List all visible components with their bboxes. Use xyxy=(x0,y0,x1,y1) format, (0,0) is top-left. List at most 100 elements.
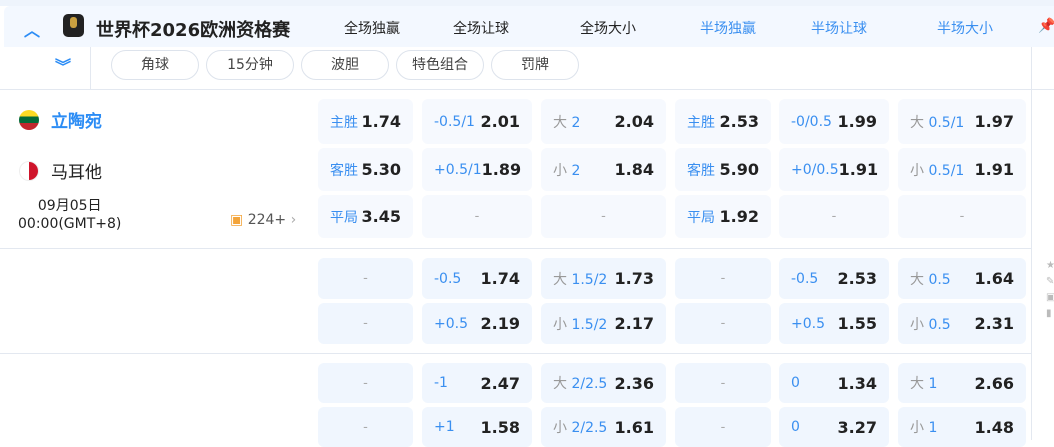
collapse-chevron-up-icon[interactable]: ︿ xyxy=(24,21,41,40)
empty-odds: - xyxy=(831,209,837,224)
odds-line: 客胜 xyxy=(687,162,715,179)
odds-value: 1.64 xyxy=(974,269,1014,288)
empty-odds: - xyxy=(959,209,965,224)
odds-value: 1.61 xyxy=(614,417,654,437)
odds-cell[interactable]: 小 0.5 2.31 xyxy=(898,303,1026,344)
odds-cell[interactable]: 大 2/2.5 2.36 xyxy=(541,363,666,403)
odds-label: 大 1 xyxy=(910,373,937,393)
odds-cell[interactable]: 主胜 2.53 xyxy=(675,99,771,144)
filter-specials[interactable]: 特色组合 xyxy=(396,50,484,80)
market-header-ft-1x2[interactable]: 全场独赢 xyxy=(344,21,400,37)
odds-label: +0.5 xyxy=(791,316,825,332)
odds-cell[interactable]: 小 2/2.5 1.61 xyxy=(541,407,666,447)
odds-cell[interactable]: - xyxy=(318,258,413,299)
odds-cell[interactable]: 0 3.27 xyxy=(779,407,889,447)
odds-line: -0.5 xyxy=(434,270,462,287)
odds-value: 2.53 xyxy=(719,112,759,131)
odds-line: 0.5/1 xyxy=(928,114,965,131)
odds-cell[interactable]: +0.5 1.55 xyxy=(779,303,889,344)
market-header-ht-handicap[interactable]: 半场让球 xyxy=(811,21,867,37)
odds-cell[interactable]: -0.5 1.74 xyxy=(422,258,532,299)
odds-label: 小 1 xyxy=(910,417,937,437)
odds-cell[interactable]: - xyxy=(318,363,413,403)
odds-label: 主胜 xyxy=(330,112,358,132)
filter-cards[interactable]: 罚牌 xyxy=(491,50,579,80)
odds-cell[interactable]: - xyxy=(675,363,771,403)
odds-value: 3.45 xyxy=(361,207,401,226)
home-team[interactable]: 立陶宛 xyxy=(19,107,102,132)
odds-cell[interactable]: -0.5/1 2.01 xyxy=(422,99,532,144)
odds-cell[interactable]: - xyxy=(541,195,666,238)
ou-prefix: 大 xyxy=(910,271,924,288)
empty-odds: - xyxy=(720,419,726,435)
malta-flag-icon xyxy=(19,160,39,181)
row-divider xyxy=(0,353,1031,354)
odds-label: 小 2/2.5 xyxy=(553,417,607,437)
odds-cell[interactable]: 客胜 5.90 xyxy=(675,148,771,191)
odds-line: 0.5 xyxy=(928,316,951,333)
ou-prefix: 大 xyxy=(553,376,567,392)
empty-odds: - xyxy=(720,375,726,391)
odds-cell[interactable]: 客胜 5.30 xyxy=(318,148,413,191)
odds-cell[interactable]: - xyxy=(675,258,771,299)
odds-cell[interactable]: 小 1.5/2 2.17 xyxy=(541,303,666,344)
odds-cell[interactable]: -1 2.47 xyxy=(422,363,532,403)
market-header-ht-ou[interactable]: 半场大小 xyxy=(937,21,993,37)
odds-cell[interactable]: 0 1.34 xyxy=(779,363,889,403)
ou-prefix: 大 xyxy=(553,114,567,131)
odds-line: 平局 xyxy=(687,209,715,226)
odds-cell[interactable]: - xyxy=(675,303,771,344)
pin-icon[interactable]: 📌 xyxy=(1038,18,1054,34)
chevron-right-icon: › xyxy=(290,212,297,228)
odds-cell[interactable]: +0.5 2.19 xyxy=(422,303,532,344)
odds-line: 2/2.5 xyxy=(571,376,608,392)
odds-value: 1.84 xyxy=(614,160,654,179)
odds-value: 1.55 xyxy=(837,314,877,333)
odds-value: 2.04 xyxy=(614,112,654,131)
more-markets-link[interactable]: ▣ 224+ › xyxy=(230,212,296,228)
odds-cell[interactable]: +1 1.58 xyxy=(422,407,532,447)
odds-cell[interactable]: 小 1 1.48 xyxy=(898,407,1026,447)
odds-cell[interactable]: +0/0.5 1.91 xyxy=(779,148,889,191)
odds-cell[interactable]: 大 0.5/1 1.97 xyxy=(898,99,1026,144)
odds-value: 1.34 xyxy=(837,373,877,393)
market-header-ht-1x2[interactable]: 半场独赢 xyxy=(700,21,756,37)
filter-corners[interactable]: 角球 xyxy=(111,50,199,80)
odds-cell[interactable]: - xyxy=(779,195,889,238)
odds-label: 平局 xyxy=(330,207,358,227)
odds-cell[interactable]: 大 1 2.66 xyxy=(898,363,1026,403)
odds-cell[interactable]: -0.5 2.53 xyxy=(779,258,889,299)
odds-line: 1.5/2 xyxy=(571,271,608,288)
odds-value: 2.17 xyxy=(614,314,654,333)
odds-cell[interactable]: 平局 3.45 xyxy=(318,195,413,238)
empty-odds: - xyxy=(363,375,368,391)
odds-label: +1 xyxy=(434,419,455,435)
ou-prefix: 大 xyxy=(910,114,924,131)
filter-15min[interactable]: 15分钟 xyxy=(206,50,294,80)
odds-label: 0 xyxy=(791,419,800,435)
world-cup-logo-icon xyxy=(63,14,84,37)
market-header-ft-handicap[interactable]: 全场让球 xyxy=(453,21,509,37)
odds-cell[interactable]: 小 0.5/1 1.91 xyxy=(898,148,1026,191)
odds-cell[interactable]: 小 2 1.84 xyxy=(541,148,666,191)
odds-label: 小 1.5/2 xyxy=(553,314,607,334)
filter-correct-score[interactable]: 波胆 xyxy=(301,50,389,80)
odds-line: 1 xyxy=(928,420,938,436)
odds-cell[interactable]: 平局 1.92 xyxy=(675,195,771,238)
odds-cell[interactable]: - xyxy=(898,195,1026,238)
odds-cell[interactable]: - xyxy=(422,195,532,238)
odds-cell[interactable]: - xyxy=(675,407,771,447)
odds-cell[interactable]: -0/0.5 1.99 xyxy=(779,99,889,144)
market-header-ft-ou[interactable]: 全场大小 xyxy=(580,21,636,37)
away-team[interactable]: 马耳他 xyxy=(19,158,102,183)
odds-cell[interactable]: - xyxy=(318,407,413,447)
odds-cell[interactable]: 主胜 1.74 xyxy=(318,99,413,144)
odds-cell[interactable]: 大 0.5 1.64 xyxy=(898,258,1026,299)
empty-odds: - xyxy=(363,419,368,435)
odds-cell[interactable]: 大 2 2.04 xyxy=(541,99,666,144)
odds-cell[interactable]: - xyxy=(318,303,413,344)
odds-line: 客胜 xyxy=(330,162,358,179)
odds-cell[interactable]: +0.5/1 1.89 xyxy=(422,148,532,191)
expand-double-chevron-icon[interactable]: ︾ xyxy=(55,57,72,76)
odds-cell[interactable]: 大 1.5/2 1.73 xyxy=(541,258,666,299)
